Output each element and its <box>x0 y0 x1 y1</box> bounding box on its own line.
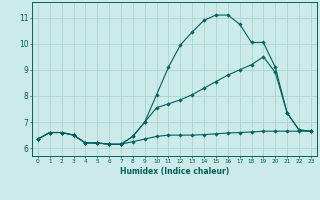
X-axis label: Humidex (Indice chaleur): Humidex (Indice chaleur) <box>120 167 229 176</box>
